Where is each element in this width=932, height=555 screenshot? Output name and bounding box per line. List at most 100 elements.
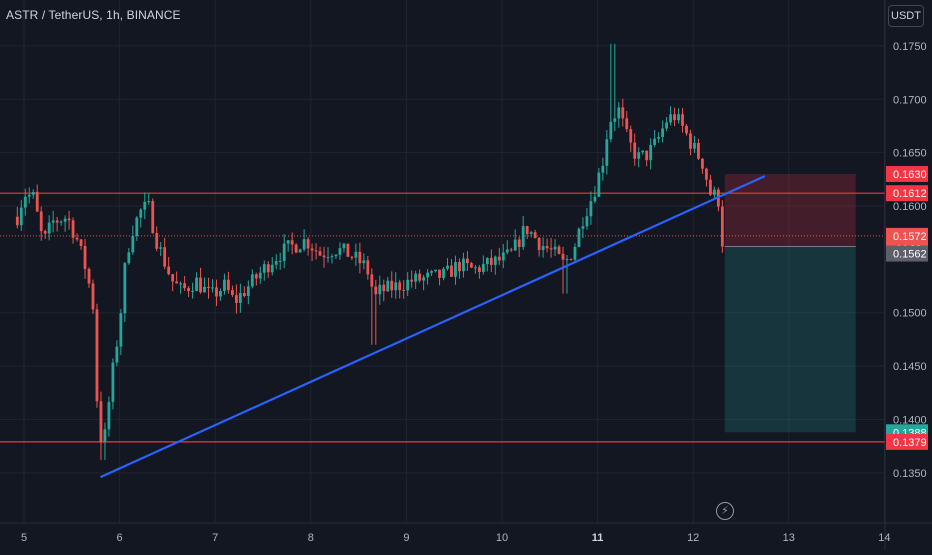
candle-body [657,136,661,139]
candle-body [629,129,633,143]
candle-body [406,279,410,291]
candle-body [410,279,414,282]
candle-body [290,240,294,245]
horizontal-levels[interactable] [0,192,885,443]
trendline[interactable] [100,175,766,479]
candle-body [454,261,457,277]
take-profit-zone[interactable] [724,246,856,433]
candle-body [354,251,358,258]
candle-body [294,244,298,253]
candle-body [207,286,210,289]
candle-body [553,246,557,250]
time-tick-label: 13 [783,532,795,544]
candle-body [191,290,194,292]
candle-body [254,274,258,279]
candle-body [167,266,171,275]
long-short-position-tool[interactable] [724,173,856,433]
entry-price-badge [886,245,928,262]
stop-loss-zone[interactable] [724,173,856,247]
candle-body [115,346,119,363]
candle-body [466,258,469,264]
time-tick-label: 5 [21,532,27,544]
candlestick-series [15,43,724,461]
candle-body [350,256,354,258]
candle-body [151,201,155,234]
candle-body [266,264,270,273]
candle-body [617,107,621,119]
candle-body [75,237,79,240]
candle-body [621,107,625,119]
candle-body [601,165,605,173]
candle-body [517,239,521,248]
candle-body [533,232,537,238]
candle-body [231,290,234,296]
candle-body [39,211,43,232]
candle-body [55,220,59,223]
candle-body [262,264,266,273]
candle-body [442,268,445,278]
candle-body [310,248,314,251]
candle-body [470,263,473,268]
candle-body [274,261,278,265]
candle-body [701,158,704,169]
candle-body [402,289,406,291]
candle-body [609,121,613,140]
candle-body [573,246,577,260]
candle-body [645,150,649,161]
candle-body [665,122,668,129]
candle-body [585,216,589,227]
candle-body [693,143,696,149]
price-tick-label: 0.1750 [893,41,927,53]
candle-body [565,259,569,261]
currency-button[interactable]: USDT [888,5,924,27]
entry-price-label: 0.1562 [893,249,927,261]
candle-body [390,280,394,291]
candle-body [211,287,214,289]
candle-body [545,246,549,249]
candle-body [473,267,477,269]
candle-body [123,263,127,314]
candle-body [135,217,139,236]
candle-body [661,128,665,137]
candle-body [370,274,374,287]
price-tick-label: 0.1650 [893,148,927,160]
candle-body [633,142,637,159]
candle-body [175,281,179,284]
candle-body [155,233,159,249]
candle-body [589,201,593,217]
candle-body [705,168,708,180]
candle-body [501,252,505,261]
candle-body [438,269,441,278]
trendline-drawing[interactable] [100,175,766,479]
candle-body [71,220,75,238]
candle-body [697,143,700,159]
level-price-label: 0.1379 [893,437,927,449]
candle-body [219,290,222,297]
lightning-bolt-icon[interactable]: ⚡︎ [716,502,734,520]
candle-body [720,206,724,247]
price-axis[interactable]: 0.1750 0.1700 0.1650 0.1600 0.1500 0.1450 0.14… [884,0,928,550]
candle-body [298,249,302,253]
candle-body [569,259,573,261]
candle-body [382,284,386,292]
candle-body [127,252,131,264]
candle-body [422,277,426,281]
time-axis[interactable]: 5 6 7 8 9 10 11 12 13 14 [0,522,932,544]
candle-body [709,179,712,195]
candle-body [529,232,533,234]
candle-body [366,260,370,275]
candle-body [477,267,481,273]
price-tick-label: 0.1700 [893,94,927,106]
candle-body [187,288,190,292]
candle-body [398,282,402,290]
candle-body [549,248,553,250]
candle-body [286,240,290,244]
candle-body [637,152,641,159]
candle-body [107,401,111,430]
candle-body [63,218,67,222]
level-price-badge [886,185,928,202]
candle-body [306,239,310,249]
candle-body [685,125,688,134]
